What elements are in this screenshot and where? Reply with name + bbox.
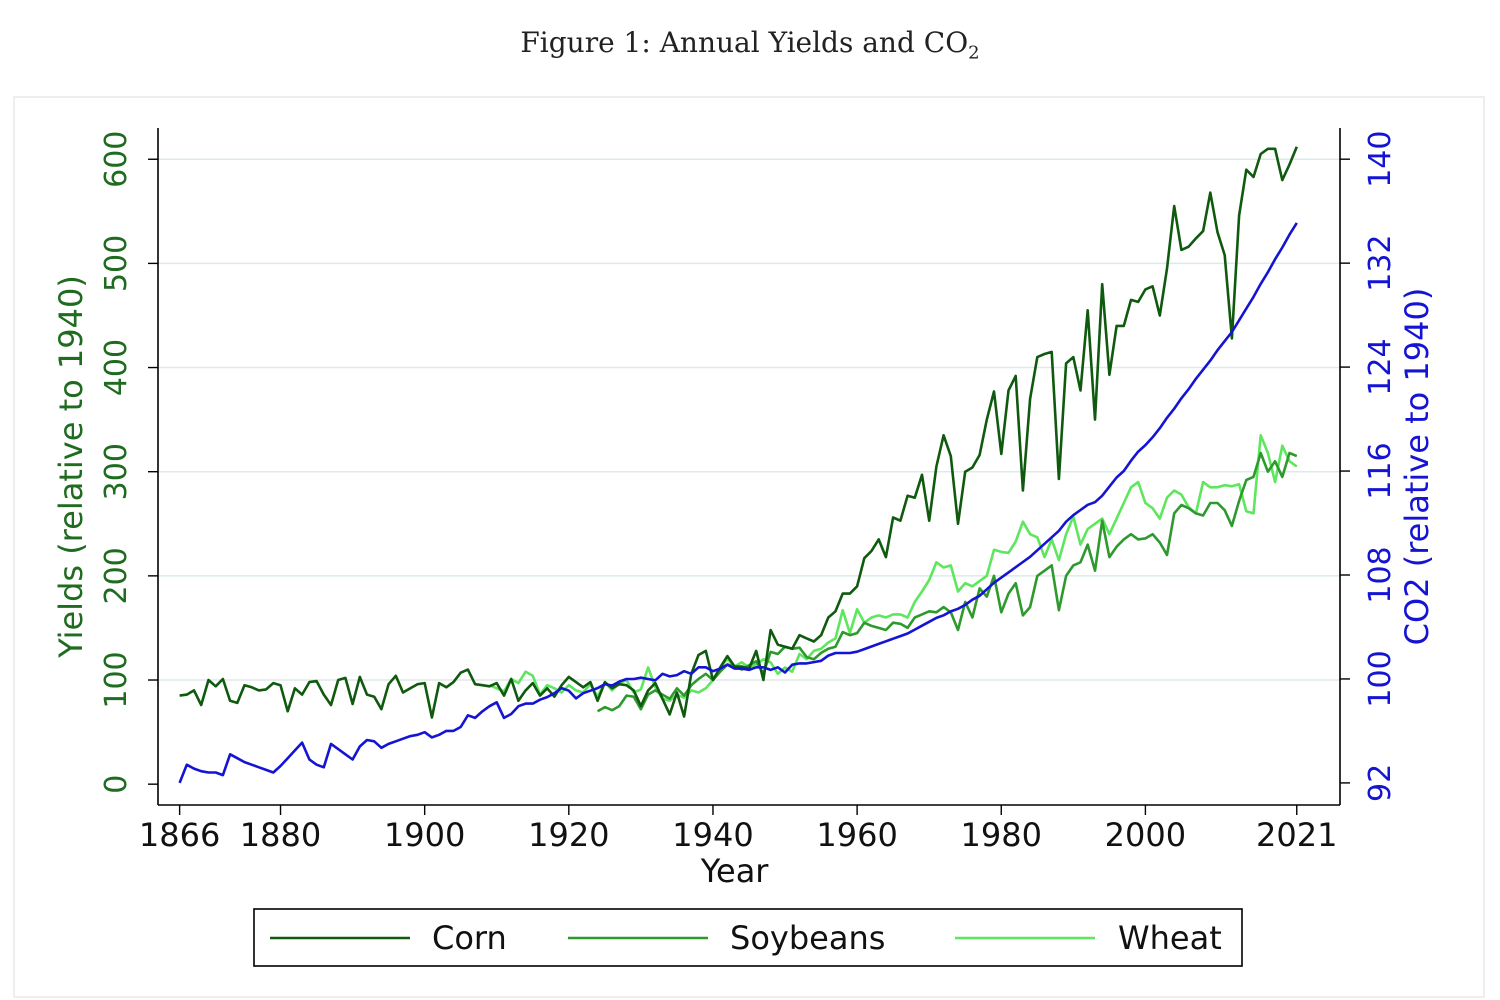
right-y-tick-label: 108	[1363, 546, 1398, 603]
series-line-soybeans	[596, 451, 1298, 713]
figure-caption-text: Figure 1: Annual Yields and CO	[520, 26, 969, 59]
x-tick-label: 1880	[240, 816, 321, 854]
left-y-tick-label: 600	[99, 131, 134, 188]
right-y-tick-label: 92	[1363, 764, 1398, 802]
right-y-tick-label: 116	[1363, 442, 1398, 499]
series-line-corn	[179, 146, 1299, 719]
left-y-tick-label: 100	[99, 651, 134, 708]
legend-label-corn: Corn	[432, 919, 507, 957]
x-axis-title: Year	[700, 852, 770, 890]
figure-caption: Figure 1: Annual Yields and CO2	[0, 26, 1500, 64]
left-y-tick-label: 0	[99, 775, 134, 794]
series-line-co2	[178, 222, 1298, 784]
legend-label-wheat: Wheat	[1118, 919, 1222, 957]
x-tick-label: 1866	[139, 816, 220, 854]
x-tick-label: 1960	[816, 816, 897, 854]
series-line-wheat	[488, 434, 1298, 703]
right-y-tick-label: 132	[1363, 235, 1398, 292]
left-y-tick-label: 400	[99, 339, 134, 396]
left-y-axis-title: Yields (relative to 1940)	[52, 275, 90, 659]
x-tick-label: 2000	[1105, 816, 1186, 854]
right-y-tick-label: 124	[1363, 338, 1398, 395]
grid-lines	[158, 158, 1340, 681]
legend-label-soybeans: Soybeans	[730, 919, 885, 957]
chart-outer-frame	[13, 96, 1485, 998]
axes: 0 100 200 300 400 500 600 92 100 108 116 124 132 140 1…	[52, 128, 1436, 890]
left-y-tick-label: 500	[99, 235, 134, 292]
right-y-tick-label: 100	[1363, 650, 1398, 707]
x-tick-label: 1900	[384, 816, 465, 854]
data-series	[178, 146, 1299, 784]
figure-caption-subscript: 2	[968, 42, 980, 64]
x-tick-label: 1980	[961, 816, 1042, 854]
left-y-tick-label: 300	[99, 443, 134, 500]
right-y-axis-title: CO2 (relative to 1940)	[1398, 288, 1436, 646]
x-tick-label: 1940	[672, 816, 753, 854]
x-tick-label: 2021	[1256, 816, 1337, 854]
legend: Corn Soybeans Wheat	[253, 908, 1243, 967]
x-tick-label: 1920	[528, 816, 609, 854]
right-y-tick-label: 140	[1363, 131, 1398, 188]
left-y-tick-label: 200	[99, 547, 134, 604]
